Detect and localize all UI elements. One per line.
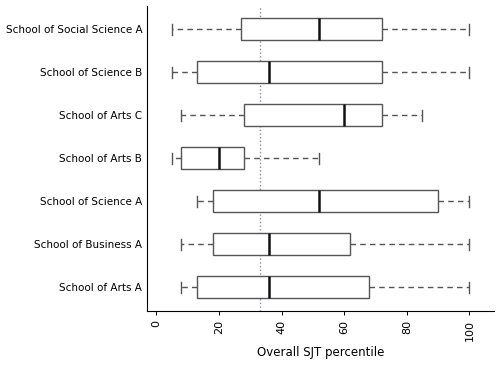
X-axis label: Overall SJT percentile: Overall SJT percentile <box>257 346 384 360</box>
PathPatch shape <box>241 19 382 40</box>
PathPatch shape <box>213 191 438 212</box>
PathPatch shape <box>197 276 370 298</box>
PathPatch shape <box>244 104 382 126</box>
PathPatch shape <box>182 147 244 169</box>
PathPatch shape <box>213 234 350 255</box>
PathPatch shape <box>197 61 382 83</box>
